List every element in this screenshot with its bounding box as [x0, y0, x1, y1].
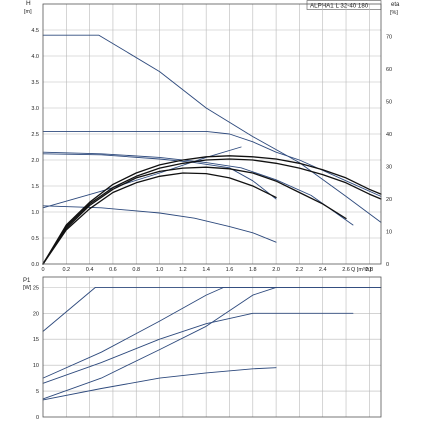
head-curve: [42, 34, 382, 223]
eta-tick-label: 70: [386, 35, 392, 41]
power-tick-label: 0: [36, 415, 39, 421]
flow-tick-label: 1.8: [249, 267, 257, 273]
flow-tick-label: 2.8: [366, 267, 374, 273]
eta-tick-label: 60: [386, 67, 392, 73]
flow-tick-label: 0.4: [86, 267, 94, 273]
efficiency-curve: [42, 155, 382, 265]
power-curve: [42, 312, 354, 384]
eta-tick-label: 30: [386, 165, 392, 171]
head-tick-label: 2.0: [31, 158, 39, 164]
efficiency-curve: [42, 158, 382, 265]
efficiency-curve: [42, 166, 347, 265]
eta-tick-label: 40: [386, 132, 392, 138]
flow-tick-label: 1.4: [202, 267, 210, 273]
head-tick-label: 2.5: [31, 132, 39, 138]
flow-tick-label: 1.0: [156, 267, 164, 273]
flow-tick-label: 2.4: [319, 267, 327, 273]
head-curve: [42, 151, 354, 226]
power-tick-label: 25: [33, 285, 39, 291]
flow-axis-label: Q [m³/h]: [351, 267, 371, 273]
efficiency-curve: [42, 172, 277, 265]
head-curve: [42, 205, 277, 243]
p1-axis-label: P1: [23, 278, 31, 284]
power-tick-label: 15: [33, 337, 39, 343]
head-curve: [42, 146, 242, 209]
head-tick-label: 3.5: [31, 80, 39, 86]
head-tick-label: 3.0: [31, 106, 39, 112]
model-label: ALPHA1 L 32-40 180: [310, 3, 369, 10]
power-tick-label: 10: [33, 363, 39, 369]
head-curve: [42, 130, 382, 197]
flow-tick-label: 0.6: [109, 267, 117, 273]
head-tick-label: 1.5: [31, 184, 39, 190]
head-tick-label: 0.0: [31, 262, 39, 268]
eta-tick-label: 10: [386, 230, 392, 236]
head-curve: [42, 153, 277, 200]
head-tick-label: 4.0: [31, 54, 39, 60]
eta-axis-unit: [%]: [390, 10, 398, 16]
flow-tick-label: 2.0: [272, 267, 280, 273]
p1-axis-unit: [W]: [23, 285, 32, 291]
flow-tick-label: 2.2: [296, 267, 304, 273]
flow-tick-label: 1.6: [226, 267, 234, 273]
eta-tick-label: 20: [386, 197, 392, 203]
eta-axis-label: eta: [391, 2, 400, 8]
flow-tick-label: 1.2: [179, 267, 187, 273]
h-axis-unit: [m]: [24, 9, 32, 15]
power-plot-frame: [42, 276, 382, 418]
power-curve: [42, 286, 277, 400]
flow-tick-label: 0.8: [132, 267, 140, 273]
flow-tick-label: 2.6: [342, 267, 350, 273]
head-tick-label: 0.5: [31, 236, 39, 242]
power-tick-label: 20: [33, 311, 39, 317]
power-curve: [42, 286, 382, 332]
head-plot-frame: [42, 3, 382, 265]
eta-tick-label: 50: [386, 100, 392, 106]
flow-tick-label: 0: [41, 267, 44, 273]
flow-tick-label: 0.2: [62, 267, 70, 273]
h-axis-label: H: [26, 0, 31, 7]
power-curve: [42, 286, 382, 379]
power-tick-label: 5: [36, 389, 39, 395]
head-tick-label: 1.0: [31, 210, 39, 216]
eta-tick-label: 0: [386, 262, 389, 268]
head-tick-label: 4.5: [31, 28, 39, 34]
power-curve: [42, 367, 277, 401]
